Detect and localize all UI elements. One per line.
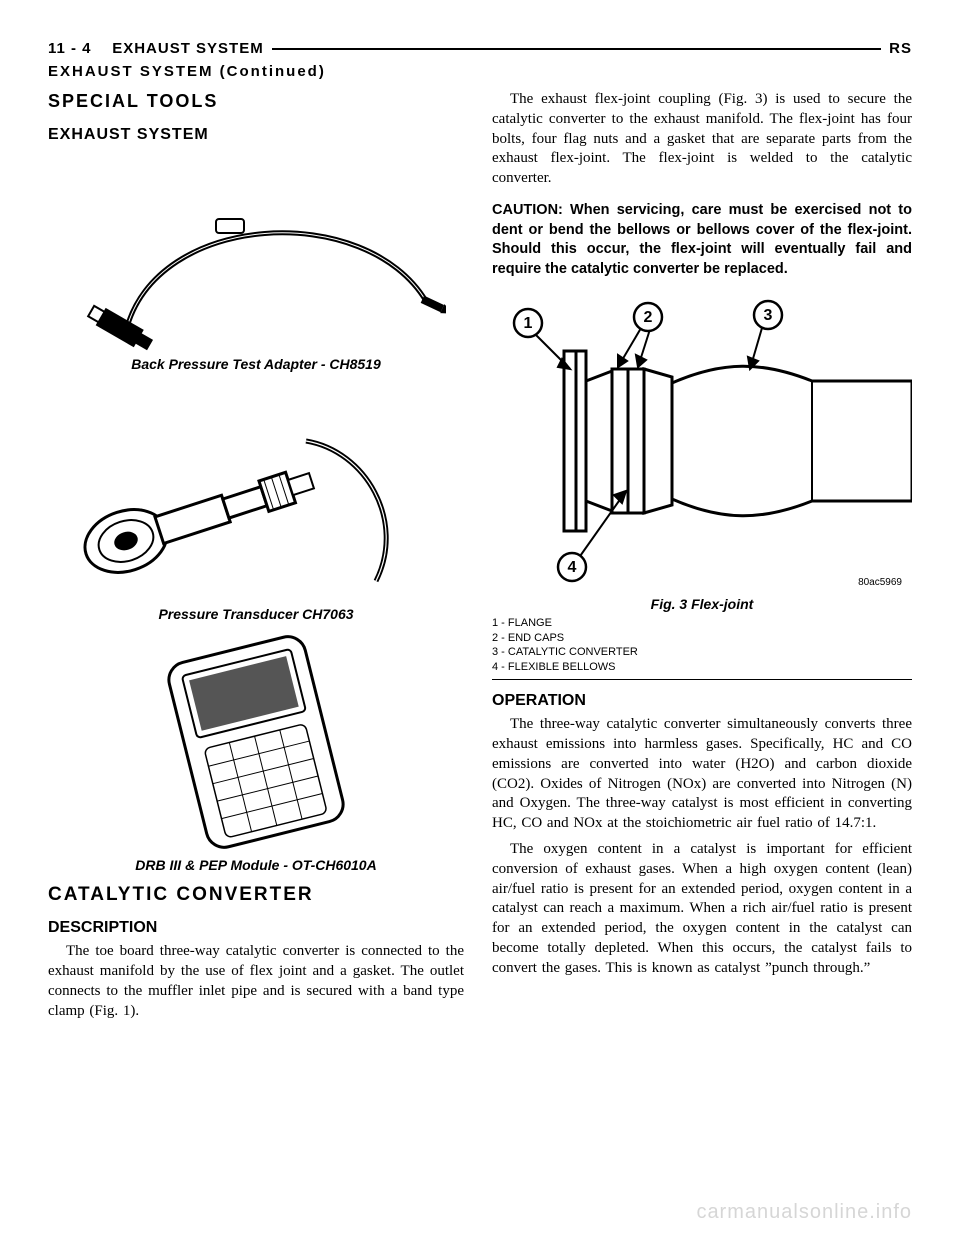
caution-paragraph: CAUTION: When servicing, care must be ex…	[492, 201, 912, 279]
operation-p1: The three-way catalytic converter simult…	[492, 715, 912, 834]
continued-label: EXHAUST SYSTEM (Continued)	[48, 63, 912, 80]
tool1-image	[48, 151, 464, 351]
intro-paragraph: The exhaust flex-joint coupling (Fig. 3)…	[492, 90, 912, 189]
fig3-image: 1 2 3 4 80ac5969	[492, 291, 912, 591]
tool3-caption: DRB III & PEP Module - OT-CH6010A	[48, 856, 464, 874]
page-number: 11 - 4	[48, 40, 92, 57]
tool3-image	[48, 632, 464, 852]
legend-item: 1 - FLANGE	[492, 616, 912, 631]
operation-heading: OPERATION	[492, 690, 912, 711]
description-paragraph: The toe board three-way catalytic conver…	[48, 942, 464, 1021]
fig3-caption: Fig. 3 Flex-joint	[492, 595, 912, 613]
callout-2: 2	[644, 309, 653, 326]
right-column: The exhaust flex-joint coupling (Fig. 3)…	[492, 90, 912, 1028]
catalytic-heading: CATALYTIC CONVERTER	[48, 882, 464, 907]
tool2-caption: Pressure Transducer CH7063	[48, 605, 464, 623]
description-heading: DESCRIPTION	[48, 917, 464, 938]
page-ref: 11 - 4 EXHAUST SYSTEM	[48, 40, 264, 57]
watermark: carmanualsonline.info	[696, 1201, 912, 1224]
exhaust-system-subheading: EXHAUST SYSTEM	[48, 124, 464, 145]
section-title: EXHAUST SYSTEM	[112, 40, 264, 57]
legend-item: 2 - END CAPS	[492, 631, 912, 646]
content-columns: SPECIAL TOOLS EXHAUST SYSTEM	[48, 90, 912, 1028]
callout-3: 3	[764, 307, 773, 324]
special-tools-heading: SPECIAL TOOLS	[48, 90, 464, 114]
legend-item: 3 - CATALYTIC CONVERTER	[492, 645, 912, 660]
header-code: RS	[889, 40, 912, 57]
tool2-image	[48, 381, 464, 601]
operation-p2: The oxygen content in a catalyst is impo…	[492, 840, 912, 979]
left-column: SPECIAL TOOLS EXHAUST SYSTEM	[48, 90, 464, 1028]
fig3-image-id: 80ac5969	[858, 577, 902, 588]
callout-1: 1	[524, 315, 533, 332]
header-rule	[272, 48, 881, 50]
page-header: 11 - 4 EXHAUST SYSTEM RS	[48, 40, 912, 57]
legend-item: 4 - FLEXIBLE BELLOWS	[492, 660, 912, 675]
callout-4: 4	[568, 559, 577, 576]
fig3-legend: 1 - FLANGE 2 - END CAPS 3 - CATALYTIC CO…	[492, 616, 912, 680]
tool1-caption: Back Pressure Test Adapter - CH8519	[48, 355, 464, 373]
